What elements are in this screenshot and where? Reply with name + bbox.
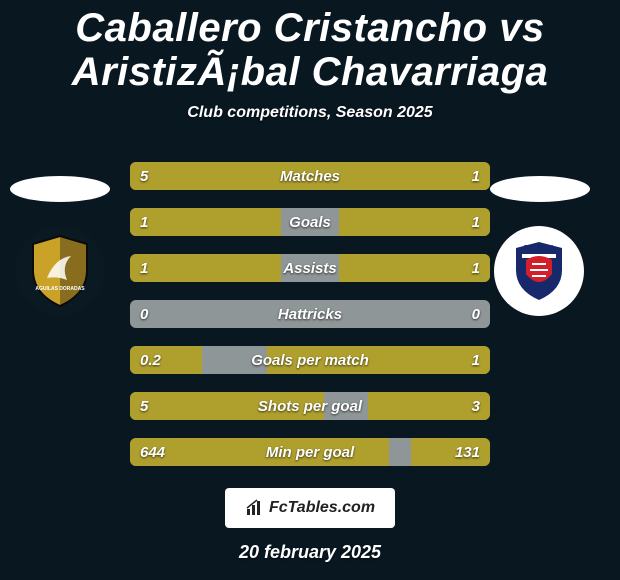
stat-label: Min per goal [130,438,490,466]
stat-label: Matches [130,162,490,190]
comparison-card: Caballero Cristancho vs AristizÃ¡bal Cha… [0,0,620,580]
stat-row: 11Assists [130,254,490,282]
stat-row: 0.21Goals per match [130,346,490,374]
stat-label: Shots per goal [130,392,490,420]
shield-icon: FORTALEZA [502,234,576,308]
page-title: Caballero Cristancho vs AristizÃ¡bal Cha… [0,0,620,94]
stat-row: 11Goals [130,208,490,236]
stat-label: Goals per match [130,346,490,374]
club-logo-right: FORTALEZA [494,226,584,316]
stat-bars: 51Matches 11Goals 11Assists 00Hattricks 0.21… [130,162,490,466]
svg-text:FORTALEZA: FORTALEZA [524,245,554,251]
stat-label: Assists [130,254,490,282]
stat-row: 53Shots per goal [130,392,490,420]
brand-label: FcTables.com [269,499,375,517]
footer-date: 20 february 2025 [239,542,381,563]
player-marker-left [10,176,110,202]
svg-text:AGUILAS DORADAS: AGUILAS DORADAS [35,286,85,292]
chart-icon [245,499,263,517]
page-subtitle: Club competitions, Season 2025 [187,104,432,122]
stat-row: 644131Min per goal [130,438,490,466]
stat-row: 00Hattricks [130,300,490,328]
stat-label: Goals [130,208,490,236]
player-marker-right [490,176,590,202]
club-logo-left: AGUILAS DORADAS [15,226,105,316]
stat-label: Hattricks [130,300,490,328]
stat-row: 51Matches [130,162,490,190]
shield-icon: AGUILAS DORADAS [21,232,99,310]
brand-pill: FcTables.com [225,488,395,528]
